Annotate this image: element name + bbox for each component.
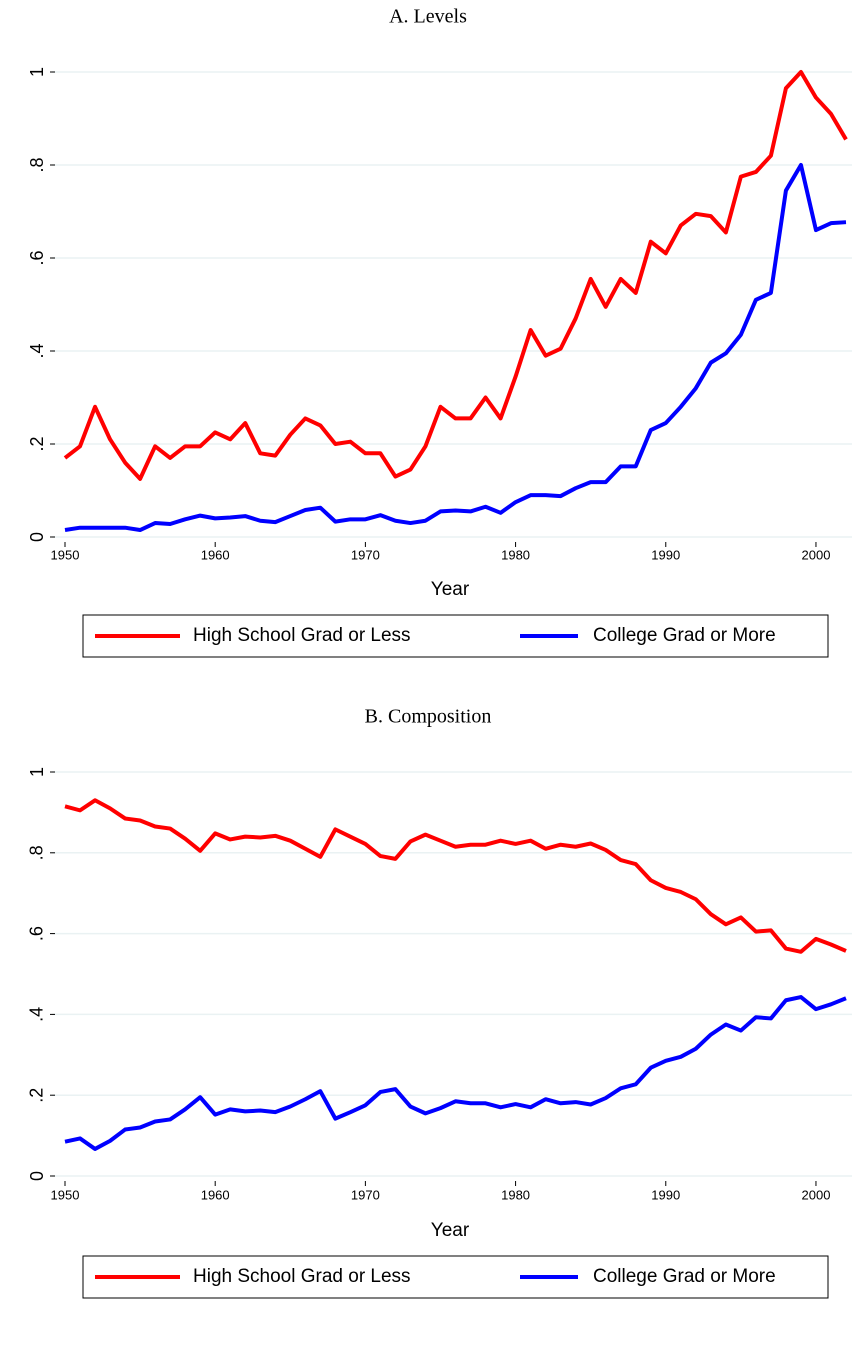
- x-tick-label: 1970: [351, 547, 380, 562]
- x-tick-label: 1980: [501, 1187, 530, 1202]
- data-line: [64, 798, 847, 954]
- x-tick-label: 2000: [802, 1187, 831, 1202]
- y-tick-label: 1: [27, 767, 47, 777]
- x-tick-label: 1960: [201, 1187, 230, 1202]
- legend-label: High School Grad or Less: [193, 625, 411, 646]
- data-line: [64, 163, 847, 533]
- data-line: [63, 70, 848, 481]
- y-tick-label: .6: [27, 250, 47, 265]
- legend-box: [82, 1255, 829, 1299]
- y-tick-label: 0: [27, 532, 47, 542]
- y-tick-label: .4: [27, 343, 47, 358]
- legend-label: High School Grad or Less: [193, 1266, 411, 1287]
- y-tick-label: .2: [27, 1088, 47, 1103]
- y-tick-label: .6: [27, 926, 47, 941]
- legend-box: [82, 614, 829, 658]
- legend-label: College Grad or More: [593, 1266, 776, 1287]
- x-tick-label: 1960: [201, 547, 230, 562]
- x-tick-label: 1950: [51, 1187, 80, 1202]
- chart-title: A. Levels: [389, 6, 467, 28]
- y-tick-label: 0: [27, 1171, 47, 1181]
- chart-title: B. Composition: [365, 706, 492, 728]
- y-tick-label: .4: [27, 1007, 47, 1022]
- y-tick-label: .8: [27, 157, 47, 172]
- x-tick-label: 1950: [51, 547, 80, 562]
- legend-label: College Grad or More: [593, 625, 776, 646]
- x-tick-label: 1980: [501, 547, 530, 562]
- x-tick-label: 2000: [802, 547, 831, 562]
- y-tick-label: .8: [27, 845, 47, 860]
- x-tick-label: 1990: [651, 547, 680, 562]
- y-tick-label: .2: [27, 436, 47, 451]
- x-axis-label: Year: [431, 1220, 470, 1241]
- y-tick-label: 1: [27, 67, 47, 77]
- x-axis-label: Year: [431, 579, 470, 600]
- x-tick-label: 1970: [351, 1187, 380, 1202]
- x-tick-label: 1990: [651, 1187, 680, 1202]
- data-line: [64, 995, 847, 1151]
